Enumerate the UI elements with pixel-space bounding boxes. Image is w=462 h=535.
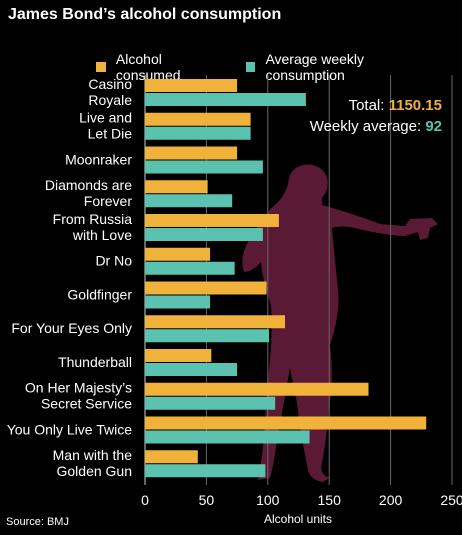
category-label: Dr No — [95, 253, 132, 269]
category-label: From Russia — [53, 211, 133, 227]
bar-weekly-11 — [145, 464, 266, 478]
bar-alcohol-4 — [145, 214, 279, 227]
category-label: Man with the — [53, 447, 133, 463]
category-label: Golden Gun — [57, 463, 133, 479]
source-note: Source: BMJ — [6, 516, 69, 528]
total-label: Total: — [349, 97, 389, 114]
bar-weekly-8 — [145, 363, 238, 376]
x-tick-label: 100 — [256, 492, 280, 508]
category-label: Casino — [88, 76, 132, 92]
legend-label-weekly: Average weekly consumption — [265, 51, 365, 83]
annotation-group: Total: 1150.15 Weekly average: 92 — [310, 97, 442, 135]
bar-weekly-10 — [145, 430, 310, 444]
total-value: 1150.15 — [389, 97, 442, 114]
x-tick-label: 0 — [141, 492, 149, 508]
bar-alcohol-10 — [145, 416, 427, 430]
total-annotation: Total: 1150.15 — [349, 97, 442, 114]
bar-weekly-7 — [145, 329, 270, 343]
bar-alcohol-3 — [145, 180, 208, 194]
bar-weekly-3 — [145, 194, 233, 208]
bar-alcohol-2 — [145, 146, 238, 160]
category-label: Moonraker — [65, 151, 132, 167]
bar-alcohol-6 — [145, 281, 267, 295]
legend-swatch-alcohol — [96, 62, 106, 72]
category-label: On Her Majesty’s — [25, 380, 132, 396]
bar-alcohol-5 — [145, 247, 211, 261]
x-axis-label: Alcohol units — [264, 512, 332, 526]
bar-weekly-6 — [145, 295, 211, 309]
weekly-value: 92 — [425, 118, 442, 135]
bar-alcohol-8 — [145, 349, 212, 362]
category-label: Thunderball — [58, 354, 132, 370]
weekly-label: Weekly average: — [310, 118, 426, 135]
bar-alcohol-0 — [145, 79, 238, 92]
category-label: You Only Live Twice — [7, 421, 133, 437]
bar-weekly-0 — [145, 93, 306, 106]
category-label: Let Die — [88, 126, 133, 142]
legend-item-weekly: Average weekly consumption — [245, 51, 447, 83]
bar-weekly-9 — [145, 396, 276, 410]
bar-weekly-2 — [145, 160, 263, 174]
x-tick-label: 150 — [318, 492, 342, 508]
category-label: with Love — [72, 227, 132, 243]
chart-title: James Bond’s alcohol consumption — [8, 6, 282, 23]
category-label: Live and — [79, 110, 132, 126]
x-tick-label: 50 — [199, 492, 215, 508]
bar-weekly-5 — [145, 261, 235, 275]
category-label: Secret Service — [41, 396, 132, 412]
category-label: For Your Eyes Only — [11, 320, 132, 336]
x-axis: 0 50 100 150 200 250 — [141, 492, 462, 508]
x-tick-label: 200 — [379, 492, 403, 508]
category-label: Diamonds are — [45, 177, 132, 193]
bond-silhouette — [242, 164, 438, 482]
bar-alcohol-9 — [145, 382, 369, 396]
bar-alcohol-1 — [145, 112, 251, 126]
silhouette-figure — [242, 164, 438, 482]
bar-alcohol-7 — [145, 315, 285, 329]
weekly-annotation: Weekly average: 92 — [310, 118, 442, 135]
category-label: Royale — [88, 92, 132, 108]
bar-alcohol-11 — [145, 450, 198, 464]
bar-weekly-4 — [145, 228, 263, 241]
bar-weekly-1 — [145, 126, 251, 140]
x-tick-label: 250 — [440, 492, 462, 508]
legend-swatch-weekly — [245, 62, 256, 72]
category-label: Forever — [84, 193, 133, 209]
bars — [145, 79, 427, 478]
category-label: Goldfinger — [67, 286, 132, 302]
